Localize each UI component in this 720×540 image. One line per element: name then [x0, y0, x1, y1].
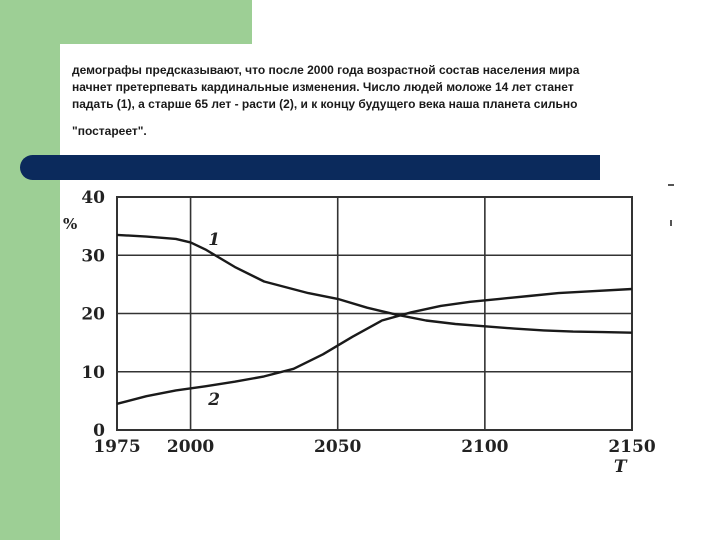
- text-line-1: демографы предсказывают, что после 2000 …: [72, 63, 580, 77]
- text-line-3: падать (1), а старше 65 лет - расти (2),…: [72, 97, 578, 111]
- y-axis-label: %: [63, 215, 77, 233]
- x-tick-label: 2100: [461, 437, 508, 457]
- series-line-1: [116, 233, 633, 334]
- x-tick-label: 2050: [314, 437, 361, 457]
- x-axis-label: T: [614, 457, 628, 477]
- y-tick-label: 20: [81, 305, 105, 325]
- y-tick-label: 10: [81, 363, 105, 383]
- y-tick-label: 0: [93, 421, 105, 441]
- chart-labels: 1 2% T: [63, 215, 628, 477]
- slide-text-block: демографы предсказывают, что после 2000 …: [72, 62, 672, 140]
- chart: 0 10 20 30 40 1975 2000 2050 2100 2150 1 2% T: [63, 188, 656, 477]
- series-label-2: 2: [207, 390, 220, 410]
- x-tick-label: 2150: [608, 437, 655, 457]
- x-tick-label: 2000: [167, 437, 214, 457]
- chart-ticks: 0 10 20 30 40 1975 2000 2050 2100 2150: [81, 188, 655, 457]
- chart-grid: [116, 196, 633, 431]
- text-line-4: "постареет".: [72, 124, 147, 138]
- slide-content-area: [60, 0, 720, 540]
- divider-bar: [20, 155, 600, 180]
- y-tick-label: 30: [81, 246, 105, 266]
- chart-series: [116, 233, 633, 405]
- series-line-2: [116, 287, 633, 405]
- y-tick-label: 40: [81, 188, 105, 208]
- top-green-block: [60, 0, 252, 44]
- left-green-band: [0, 0, 60, 540]
- x-tick-label: 1975: [93, 437, 140, 457]
- edge-marks: [664, 184, 674, 234]
- text-line-2: начнет претерпевать кардинальные изменен…: [72, 80, 574, 94]
- series-label-1: 1: [208, 230, 220, 250]
